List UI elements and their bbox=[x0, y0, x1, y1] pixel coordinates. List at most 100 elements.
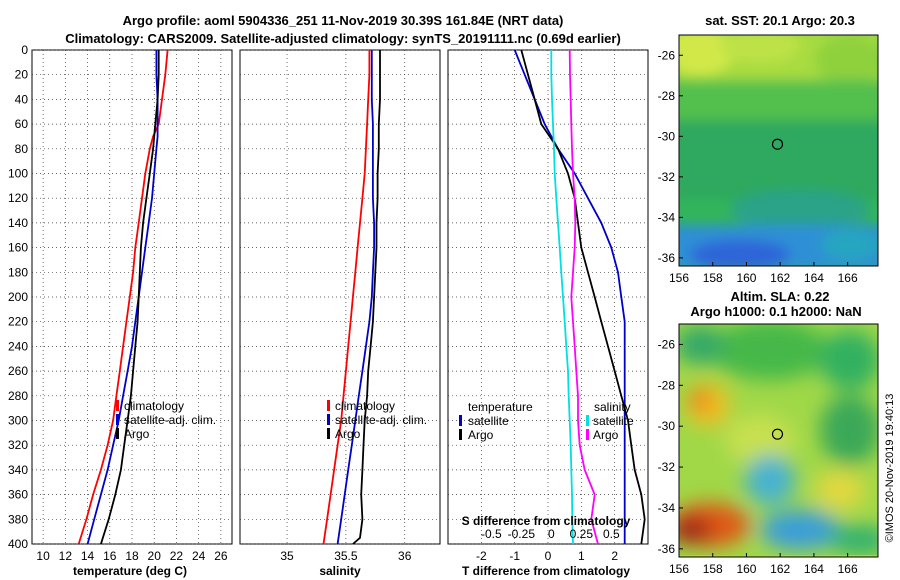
legend-s-satellite-swatch bbox=[586, 415, 589, 426]
sla-map: Altim. SLA: 0.22 Argo h1000: 0.1 h2000: … bbox=[658, 289, 879, 576]
x-tick-label: 1 bbox=[578, 549, 585, 563]
lon-tick-label: 164 bbox=[804, 271, 824, 285]
sla-lon-tick-labels: 156 158 160 162 164 166 bbox=[669, 553, 858, 576]
salinity-panel: 35 35.5 36 salinity climatology satellite-… bbox=[239, 49, 441, 578]
series-line-climatology bbox=[322, 50, 371, 544]
depth-tick-label: 360 bbox=[8, 488, 28, 502]
sla-lat-tick-labels: -26 -28 -30 -32 -34 -36 bbox=[658, 337, 683, 556]
depth-tick-label: 140 bbox=[8, 216, 28, 230]
legend-s-argo: Argo bbox=[593, 428, 619, 442]
sst-map-frame bbox=[678, 34, 879, 267]
x-tick-label: 10 bbox=[36, 549, 50, 563]
x-tick-label: 26 bbox=[214, 549, 228, 563]
lon-tick-label: 160 bbox=[736, 271, 756, 285]
temperature-panel: 0 20 40 60 80 100 120 140 160 180 200 220 240 260 280 3… bbox=[8, 43, 233, 578]
lat-tick-label: -36 bbox=[658, 542, 676, 556]
sla-map-subtitle: Argo h1000: 0.1 h2000: NaN bbox=[690, 304, 861, 319]
lon-tick-label: 162 bbox=[770, 271, 790, 285]
sst-lon-tick-labels: 156 158 160 162 164 166 bbox=[669, 262, 858, 285]
x-tick-label: 12 bbox=[59, 549, 73, 563]
salinity-grid bbox=[240, 49, 440, 545]
legend-s-argo-swatch bbox=[586, 429, 589, 440]
salinity-legend: climatology satellite-adj. clim. Argo bbox=[327, 399, 427, 441]
temperature-legend: climatology satellite-adj. clim. Argo bbox=[116, 399, 216, 441]
legend-satellite-swatch bbox=[327, 414, 330, 425]
x-tick-label: 0 bbox=[545, 549, 552, 563]
depth-tick-label: 120 bbox=[8, 191, 28, 205]
sst-heatmap bbox=[679, 35, 878, 266]
lon-tick-label: 156 bbox=[669, 271, 689, 285]
lat-tick-label: -36 bbox=[658, 251, 676, 265]
lon-tick-label: 160 bbox=[736, 562, 756, 576]
depth-tick-label: 180 bbox=[8, 265, 28, 279]
series-line-satellite-adj-clim- bbox=[86, 50, 159, 544]
x-tick-label: 22 bbox=[170, 549, 184, 563]
x-tick-label: 18 bbox=[125, 549, 139, 563]
sst-map-title: sat. SST: 20.1 Argo: 20.3 bbox=[705, 13, 855, 28]
depth-tick-label: 160 bbox=[8, 241, 28, 255]
depth-tick-labels: 0 20 40 60 80 100 120 140 160 180 200 220 240 260 280 3… bbox=[8, 43, 28, 551]
legend-climatology: climatology bbox=[335, 399, 395, 413]
lat-tick-label: -26 bbox=[658, 48, 676, 62]
depth-tick-label: 320 bbox=[8, 438, 28, 452]
lon-tick-label: 158 bbox=[703, 562, 723, 576]
x-tick-label: 2 bbox=[611, 549, 618, 563]
legend-temperature-title: temperature bbox=[468, 400, 533, 414]
depth-tick-label: 240 bbox=[8, 339, 28, 353]
sla-heatmap bbox=[679, 324, 878, 557]
lon-tick-label: 158 bbox=[703, 271, 723, 285]
depth-tick-label: 20 bbox=[15, 68, 29, 82]
depth-tick-label: 100 bbox=[8, 167, 28, 181]
temperature-tick-labels: 10 12 14 16 18 20 22 24 26 bbox=[36, 549, 227, 563]
x-tick-label: 35.5 bbox=[334, 549, 358, 563]
s-difference-tick-labels: -0.5 -0.25 0 0.25 0.5 bbox=[481, 527, 620, 541]
figure-title-line1: Argo profile: aoml 5904336_251 11-Nov-20… bbox=[123, 13, 564, 28]
difference-grid bbox=[448, 49, 648, 545]
legend-t-argo-swatch bbox=[459, 429, 462, 440]
x-tick-label: -2 bbox=[476, 549, 487, 563]
lon-tick-label: 164 bbox=[804, 562, 824, 576]
difference-series bbox=[513, 50, 646, 544]
lat-tick-label: -32 bbox=[658, 460, 676, 474]
lat-tick-label: -30 bbox=[658, 129, 676, 143]
salinity-axis-label: salinity bbox=[319, 564, 361, 578]
s-tick-label: 0 bbox=[548, 527, 555, 541]
lon-tick-label: 166 bbox=[838, 562, 858, 576]
s-difference-axis-label: S difference from climatology bbox=[462, 514, 631, 528]
s-tick-label: -0.25 bbox=[508, 527, 536, 541]
sla-map-title: Altim. SLA: 0.22 bbox=[731, 289, 830, 304]
salinity-diff-legend: salinity satellite Argo bbox=[586, 400, 634, 442]
sla-map-frame bbox=[678, 323, 879, 558]
lat-tick-label: -32 bbox=[658, 170, 676, 184]
depth-tick-label: 280 bbox=[8, 389, 28, 403]
depth-tick-label: 300 bbox=[8, 414, 28, 428]
x-tick-label: 16 bbox=[103, 549, 117, 563]
series-line-satellite-adj-clim- bbox=[336, 50, 376, 544]
series-line-argo bbox=[352, 50, 381, 544]
credit-text: ©IMOS 20-Nov-2019 19:40:13 bbox=[884, 394, 896, 543]
legend-argo: Argo bbox=[124, 427, 150, 441]
figure-title-line2: Climatology: CARS2009. Satellite-adjuste… bbox=[65, 31, 621, 46]
legend-t-satellite-swatch bbox=[459, 415, 462, 426]
series-line-argo bbox=[100, 50, 160, 544]
series-line-climatology bbox=[77, 50, 169, 544]
legend-climatology-swatch bbox=[327, 400, 330, 411]
x-tick-label: 20 bbox=[148, 549, 162, 563]
x-tick-label: -1 bbox=[509, 549, 520, 563]
legend-salinity-title: salinity bbox=[594, 400, 631, 414]
s-tick-label: -0.5 bbox=[481, 527, 502, 541]
legend-t-satellite: satellite bbox=[468, 414, 509, 428]
series-line-temperature-argo bbox=[520, 50, 646, 544]
depth-tick-label: 0 bbox=[21, 43, 28, 57]
depth-tick-label: 340 bbox=[8, 463, 28, 477]
legend-argo: Argo bbox=[335, 427, 361, 441]
depth-tick-label: 220 bbox=[8, 315, 28, 329]
x-tick-label: 36 bbox=[398, 549, 412, 563]
legend-satellite-swatch bbox=[116, 414, 119, 425]
legend-satellite: satellite-adj. clim. bbox=[335, 413, 427, 427]
x-tick-label: 14 bbox=[81, 549, 95, 563]
legend-climatology-swatch bbox=[116, 400, 119, 411]
lat-tick-label: -26 bbox=[658, 337, 676, 351]
legend-satellite: satellite-adj. clim. bbox=[124, 413, 216, 427]
